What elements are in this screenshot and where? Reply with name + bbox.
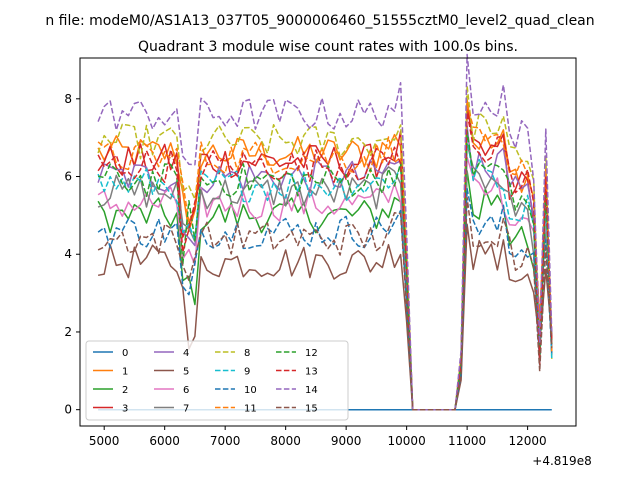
series-line-15	[97, 196, 553, 411]
series-line-8	[97, 85, 553, 411]
series-line-5	[97, 223, 553, 411]
x-tick-label: 12000	[509, 434, 547, 448]
x-tick-label: 10000	[388, 434, 426, 448]
legend-label: 8	[244, 348, 250, 359]
legend-label: 1	[122, 367, 128, 378]
legend-label: 4	[183, 348, 189, 359]
y-tick-label: 8	[64, 92, 72, 106]
x-tick-label: 9000	[331, 434, 362, 448]
chart-title: Quadrant 3 module wise count rates with …	[138, 39, 518, 55]
series-line-2	[97, 169, 553, 411]
legend-label: 5	[183, 367, 189, 378]
y-tick-label: 0	[64, 403, 72, 417]
legend-label: 11	[244, 404, 257, 415]
chart-suptitle: n file: modeM0/AS1A13_037T05_9000006460_…	[45, 13, 594, 29]
y-tick-label: 4	[64, 247, 72, 261]
x-tick-label: 5000	[89, 434, 120, 448]
series-line-4	[97, 125, 553, 411]
series-layer	[97, 53, 553, 411]
legend-label: 12	[305, 348, 318, 359]
series-line-11	[97, 102, 553, 411]
legend-label: 3	[122, 404, 128, 415]
plot-frame	[79, 57, 577, 427]
y-tick-label: 6	[64, 170, 72, 184]
x-offset-label: +4.819e8	[532, 454, 591, 468]
legend-label: 14	[305, 385, 318, 396]
legend-box	[85, 340, 349, 421]
x-tick-label: 6000	[149, 434, 180, 448]
series-line-9	[97, 134, 553, 411]
series-line-10	[97, 187, 553, 411]
series-line-6	[97, 156, 553, 411]
series-line-13	[97, 111, 553, 411]
x-tick-label: 11000	[448, 434, 486, 448]
legend-label: 10	[244, 385, 257, 396]
legend-label: 15	[305, 404, 318, 415]
series-line-12	[97, 129, 553, 411]
legend-label: 0	[122, 348, 128, 359]
y-tick-label: 2	[64, 325, 72, 339]
legend-label: 2	[122, 385, 128, 396]
x-tick-label: 8000	[270, 434, 301, 448]
series-line-14	[97, 53, 553, 411]
legend-label: 9	[244, 367, 250, 378]
x-tick-label: 7000	[210, 434, 241, 448]
y-axis: 0 2 4 6 8	[64, 92, 80, 417]
legend-label: 13	[305, 367, 318, 378]
x-axis: 5000 6000 7000 8000 9000 10000 11000 12000	[89, 426, 547, 448]
legend-label: 6	[183, 385, 189, 396]
legend-label: 7	[183, 404, 189, 415]
